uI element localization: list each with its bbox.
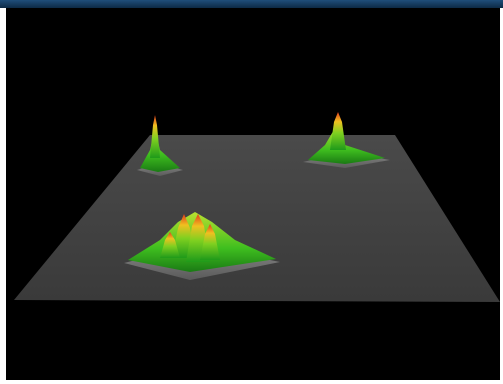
render-view (0, 0, 503, 384)
title-bar (0, 0, 503, 8)
screenshot (0, 0, 503, 384)
